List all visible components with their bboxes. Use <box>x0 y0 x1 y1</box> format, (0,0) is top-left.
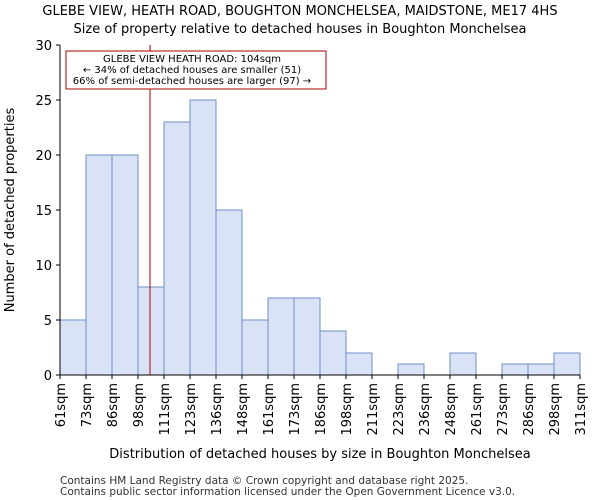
footer-line-1: Contains HM Land Registry data © Crown c… <box>60 475 468 487</box>
x-tick-label: 61sqm <box>54 383 69 427</box>
histogram-bar <box>345 352 373 376</box>
footer-line-2: Contains public sector information licen… <box>60 486 515 498</box>
histogram-bar <box>85 154 113 376</box>
histogram-bar <box>501 363 529 376</box>
histogram-bar <box>59 319 87 376</box>
x-tick-label: 98sqm <box>132 383 147 427</box>
y-tick-label: 25 <box>35 94 52 109</box>
y-tick-label: 15 <box>35 204 52 219</box>
histogram-bar <box>527 363 555 376</box>
histogram-bar <box>449 352 477 376</box>
x-tick-label: 173sqm <box>288 383 303 436</box>
x-tick-label: 211sqm <box>366 383 381 436</box>
annotation-box <box>65 50 327 90</box>
x-tick-label: 273sqm <box>496 383 511 436</box>
x-tick-label: 161sqm <box>262 383 277 436</box>
x-axis-label: Distribution of detached houses by size … <box>109 447 530 462</box>
histogram-bar <box>553 352 581 376</box>
histogram-bar <box>293 297 321 376</box>
x-tick-label: 223sqm <box>392 383 407 436</box>
y-tick-label: 0 <box>44 369 52 384</box>
histogram-bar <box>397 363 425 376</box>
plot-area: 0 5 10 15 20 25 30 61sqm 73sqm 86sqm 98sqm 111sqm 12… <box>35 39 589 436</box>
x-tick-label: 198sqm <box>340 383 355 436</box>
x-tick-label: 136sqm <box>210 383 225 436</box>
y-tick-label: 20 <box>35 149 52 164</box>
annotation-line: 66% of semi-detached houses are larger (… <box>73 76 311 87</box>
x-tick-label: 123sqm <box>184 383 199 436</box>
histogram-bar <box>241 319 269 376</box>
histogram-bar <box>215 209 243 376</box>
y-tick-label: 30 <box>35 39 52 54</box>
histogram-bar <box>319 330 347 376</box>
x-tick-label: 286sqm <box>522 383 537 436</box>
histogram-bar <box>111 154 139 376</box>
x-tick-label: 148sqm <box>236 383 251 436</box>
x-tick-label: 73sqm <box>80 383 95 427</box>
x-tick-label: 261sqm <box>470 383 485 436</box>
annotation-line: ← 34% of detached houses are smaller (51… <box>83 65 301 76</box>
histogram-bar <box>267 297 295 376</box>
annotation-line: GLEBE VIEW HEATH ROAD: 104sqm <box>103 54 281 65</box>
x-tick-label: 311sqm <box>574 383 589 436</box>
x-tick-label: 298sqm <box>548 383 563 436</box>
x-tick-label: 111sqm <box>158 383 173 436</box>
y-axis-label: Number of detached properties <box>3 108 18 313</box>
histogram-bar <box>137 286 165 376</box>
y-tick-label: 5 <box>44 314 52 329</box>
chart-subtitle: Size of property relative to detached ho… <box>74 22 527 37</box>
chart-title: GLEBE VIEW, HEATH ROAD, BOUGHTON MONCHEL… <box>42 4 557 19</box>
x-tick-label: 186sqm <box>314 383 329 436</box>
histogram-bar <box>189 99 217 376</box>
histogram-bar <box>163 121 191 376</box>
x-tick-label: 248sqm <box>444 383 459 436</box>
x-tick-label: 236sqm <box>418 383 433 436</box>
x-tick-label: 86sqm <box>106 383 121 427</box>
y-tick-label: 10 <box>35 259 52 274</box>
